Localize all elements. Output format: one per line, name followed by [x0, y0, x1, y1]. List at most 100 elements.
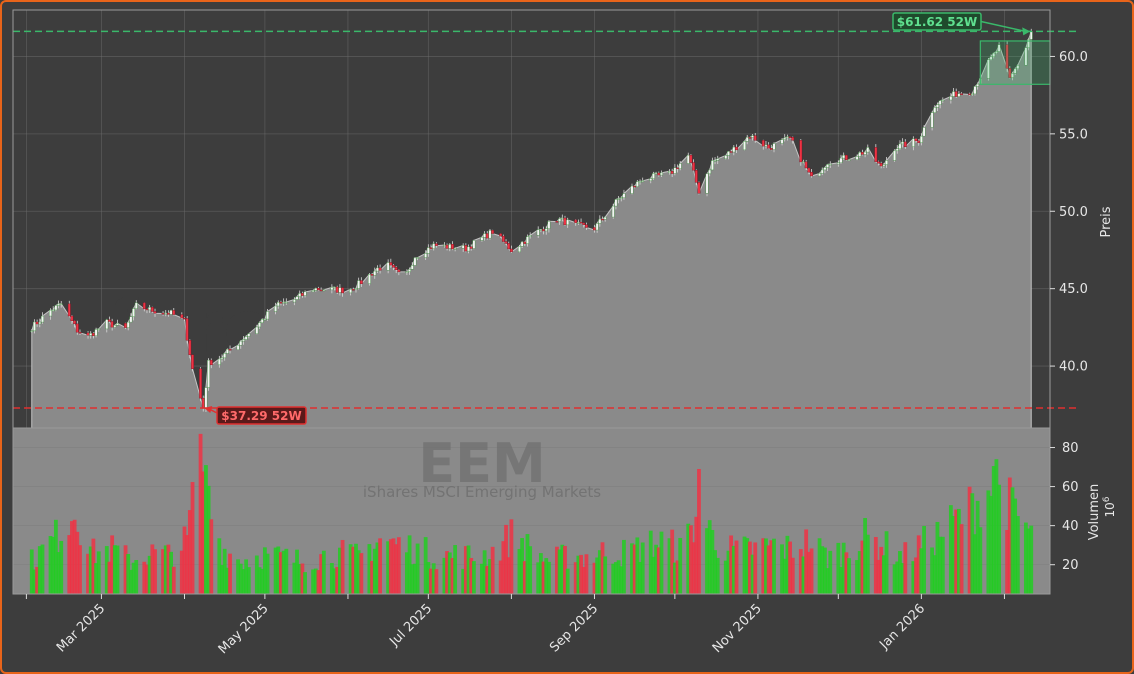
- candle-body: [863, 151, 867, 155]
- candle-body: [167, 312, 170, 315]
- volume-bar: [94, 563, 98, 594]
- candle-body: [879, 163, 883, 167]
- candle-body: [161, 313, 165, 315]
- candle-body: [33, 321, 36, 332]
- volume-bar: [525, 534, 530, 594]
- volume-bar: [145, 564, 149, 594]
- candle-body: [451, 244, 454, 250]
- volume-bar: [29, 549, 34, 594]
- candle-body: [338, 287, 342, 293]
- candle-body: [598, 218, 602, 224]
- volume-bar: [541, 561, 546, 594]
- candles: [30, 28, 1033, 412]
- volume-bar: [694, 516, 699, 594]
- volume-bar: [536, 562, 541, 594]
- volume-bar: [817, 538, 822, 594]
- candle-body: [341, 287, 344, 294]
- candle-body: [555, 221, 559, 223]
- volume-bar: [916, 535, 921, 594]
- candle-body: [858, 152, 862, 157]
- candle-body: [376, 267, 379, 272]
- candle-body: [769, 148, 773, 150]
- volume-bar: [204, 465, 208, 594]
- volume-bar: [603, 556, 608, 594]
- volume-bar: [892, 564, 897, 594]
- candle-body: [1013, 68, 1017, 74]
- candle-body: [501, 235, 505, 242]
- candle-body: [483, 233, 487, 238]
- volume-bar: [434, 569, 439, 594]
- volume-bar: [1015, 516, 1020, 594]
- candle-body: [480, 237, 484, 241]
- candle-body: [255, 326, 259, 334]
- volume-bar: [689, 525, 693, 594]
- volume-bar: [825, 568, 830, 594]
- candle-body: [1027, 39, 1030, 49]
- volume-bar: [581, 566, 586, 594]
- candle-body: [919, 135, 923, 143]
- volume-bar: [753, 542, 758, 594]
- volume-bar: [217, 538, 222, 594]
- candle-body: [311, 290, 315, 293]
- candle-body: [386, 262, 390, 271]
- candle-body: [818, 173, 821, 177]
- candle-body: [335, 286, 339, 293]
- candle-body: [995, 51, 998, 54]
- price-y-axis: 40.0 45.0 50.0 55.0 60.0: [1050, 50, 1088, 375]
- candle-body: [263, 318, 267, 321]
- volume-bar: [488, 559, 492, 594]
- candle-body: [936, 104, 939, 108]
- candle-body: [732, 146, 736, 153]
- y-tick-label: 60.0: [1059, 50, 1088, 65]
- volume-bar: [198, 433, 203, 594]
- volume-bar: [338, 547, 342, 594]
- volume-bar: [316, 570, 321, 594]
- volume-bar: [555, 546, 559, 594]
- candle-body: [518, 246, 521, 253]
- volume-bar: [281, 550, 286, 594]
- candle-body: [767, 144, 771, 149]
- candle-body: [748, 137, 752, 139]
- volume-bar: [635, 537, 640, 594]
- candle-body: [504, 241, 508, 244]
- volume-bar: [715, 557, 720, 594]
- candle-body: [542, 229, 545, 232]
- volume-bar: [273, 547, 278, 594]
- candle-body: [1008, 68, 1012, 78]
- volume-bar: [705, 528, 709, 594]
- candle-body: [322, 289, 326, 292]
- volume-bar: [640, 542, 645, 594]
- volume-bar: [509, 519, 514, 594]
- volume-bar: [707, 520, 712, 594]
- volume-bar: [538, 553, 543, 594]
- volume-bar: [321, 550, 326, 594]
- volume-bar: [967, 486, 972, 594]
- volume-bar: [40, 544, 45, 594]
- candle-body: [657, 172, 661, 176]
- volume-bar: [670, 529, 675, 594]
- volume-bar: [171, 566, 176, 594]
- candle-body: [638, 181, 642, 183]
- candle-body: [997, 44, 1001, 52]
- candle-body: [970, 93, 974, 96]
- volume-bar: [1029, 525, 1034, 594]
- volume-bar: [236, 559, 240, 594]
- candle-body: [855, 156, 859, 160]
- volume-bar: [1023, 522, 1028, 594]
- candle-body: [357, 280, 361, 289]
- candle-body: [528, 235, 532, 237]
- volume-bar: [844, 552, 849, 594]
- candle-body: [292, 299, 296, 303]
- volume-bar: [997, 484, 1001, 594]
- candle-body: [799, 140, 803, 163]
- volume-bar: [112, 545, 117, 594]
- candle-body: [169, 310, 173, 315]
- candle-body: [434, 243, 438, 246]
- axes-frame: [12, 9, 1051, 595]
- volume-bar: [686, 523, 691, 594]
- volume-bar: [356, 550, 361, 594]
- candle-body: [895, 148, 899, 152]
- volume-bar: [790, 557, 795, 594]
